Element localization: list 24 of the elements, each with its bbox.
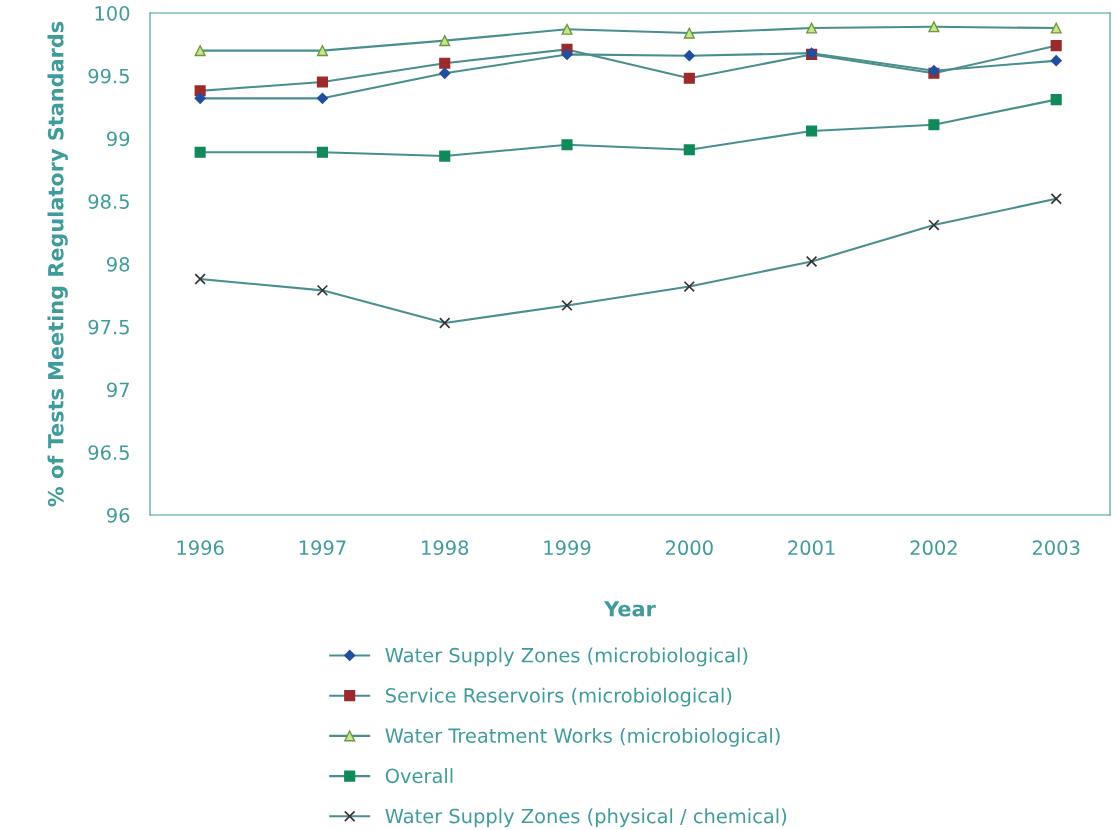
y-tick-label: 97 (107, 382, 129, 398)
x-tick-label: 1996 (177, 540, 224, 556)
y-axis-title: % of Tests Meeting Regulatory Standards (47, 21, 68, 507)
legend-label: Overall (385, 768, 453, 784)
legend-label: Water Supply Zones (microbiological) (385, 647, 748, 667)
y-tick-label: 98 (107, 256, 130, 272)
x-tick-label: 2003 (1032, 540, 1080, 556)
x-tick-label: 2002 (910, 540, 957, 556)
legend-label: Water Treatment Works (microbiological) (385, 727, 780, 747)
x-tick-label: 1998 (422, 540, 469, 556)
y-tick-label: 98.5 (88, 194, 129, 209)
x-tick-label: 1997 (299, 540, 346, 556)
x-tick-label: 2000 (665, 540, 713, 556)
y-tick-label: 96 (107, 507, 130, 523)
x-tick-label: 1999 (544, 540, 591, 556)
legend-label: Water Supply Zones (physical / chemical) (385, 808, 787, 828)
y-tick-label: 99 (107, 131, 130, 147)
x-tick-label: 2001 (788, 540, 835, 556)
y-tick-label: 97.5 (88, 319, 129, 335)
x-axis-title: Year (603, 601, 656, 617)
y-tick-label: 100 (95, 5, 130, 21)
y-tick-label: 96.5 (88, 445, 129, 460)
legend-label: Service Reservoirs (microbiological) (385, 687, 732, 707)
y-tick-label: 99.5 (88, 68, 129, 84)
